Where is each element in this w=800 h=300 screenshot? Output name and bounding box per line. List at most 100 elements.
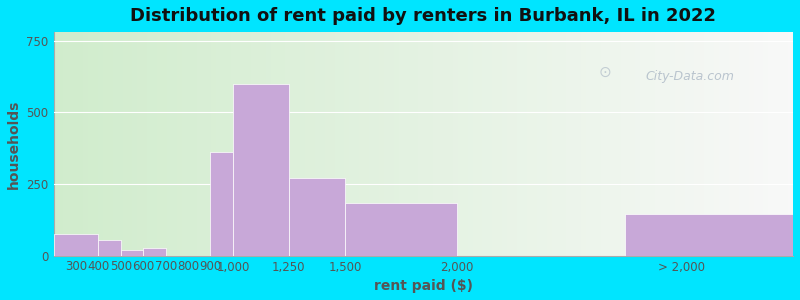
Bar bbox=[74, 32, 78, 256]
Bar bbox=[261, 32, 266, 256]
Bar bbox=[216, 32, 222, 256]
Bar bbox=[394, 32, 398, 256]
Bar bbox=[231, 32, 236, 256]
Bar bbox=[778, 32, 783, 256]
Bar bbox=[241, 32, 246, 256]
Bar bbox=[379, 32, 384, 256]
Bar bbox=[98, 240, 121, 256]
Bar bbox=[522, 32, 527, 256]
Bar bbox=[202, 32, 206, 256]
Title: Distribution of rent paid by renters in Burbank, IL in 2022: Distribution of rent paid by renters in … bbox=[130, 7, 716, 25]
Bar bbox=[537, 32, 542, 256]
Bar bbox=[694, 32, 699, 256]
Bar bbox=[586, 32, 591, 256]
Bar bbox=[147, 32, 152, 256]
Bar bbox=[233, 84, 289, 256]
Bar bbox=[754, 32, 758, 256]
Bar bbox=[167, 32, 172, 256]
Bar bbox=[625, 214, 793, 256]
Bar bbox=[758, 32, 763, 256]
Bar bbox=[54, 32, 58, 256]
Bar bbox=[315, 32, 320, 256]
Bar bbox=[783, 32, 788, 256]
Bar bbox=[557, 32, 562, 256]
Bar bbox=[98, 32, 103, 256]
Bar bbox=[186, 32, 192, 256]
Bar bbox=[438, 32, 443, 256]
Bar bbox=[236, 32, 241, 256]
Bar bbox=[68, 32, 74, 256]
Bar bbox=[295, 32, 300, 256]
Bar bbox=[749, 32, 754, 256]
Y-axis label: households: households bbox=[7, 99, 21, 188]
Bar bbox=[138, 32, 142, 256]
Bar bbox=[266, 32, 270, 256]
Bar bbox=[640, 32, 645, 256]
Bar bbox=[172, 32, 177, 256]
Bar bbox=[645, 32, 650, 256]
Bar bbox=[133, 32, 138, 256]
Bar bbox=[414, 32, 418, 256]
Bar bbox=[88, 32, 93, 256]
Bar bbox=[122, 32, 127, 256]
Bar bbox=[448, 32, 453, 256]
Bar bbox=[339, 32, 345, 256]
Bar bbox=[398, 32, 404, 256]
Bar bbox=[610, 32, 615, 256]
Bar bbox=[542, 32, 546, 256]
Bar bbox=[162, 32, 167, 256]
Bar bbox=[724, 32, 729, 256]
Bar bbox=[690, 32, 694, 256]
Bar bbox=[177, 32, 182, 256]
Bar bbox=[774, 32, 778, 256]
Bar bbox=[714, 32, 719, 256]
Bar bbox=[710, 32, 714, 256]
X-axis label: rent paid ($): rent paid ($) bbox=[374, 279, 473, 293]
Bar bbox=[418, 32, 423, 256]
Bar bbox=[650, 32, 655, 256]
Bar bbox=[121, 250, 143, 256]
Bar bbox=[246, 32, 250, 256]
Bar bbox=[54, 234, 98, 256]
Bar bbox=[635, 32, 640, 256]
Bar bbox=[286, 32, 290, 256]
Bar bbox=[478, 32, 482, 256]
Bar bbox=[300, 32, 305, 256]
Bar bbox=[517, 32, 522, 256]
Bar bbox=[468, 32, 473, 256]
Bar bbox=[103, 32, 108, 256]
Bar bbox=[685, 32, 690, 256]
Bar bbox=[601, 32, 606, 256]
Bar bbox=[626, 32, 630, 256]
Bar bbox=[665, 32, 670, 256]
Bar bbox=[630, 32, 635, 256]
Bar bbox=[152, 32, 157, 256]
Bar bbox=[354, 32, 359, 256]
Bar bbox=[270, 32, 275, 256]
Bar bbox=[591, 32, 596, 256]
Bar bbox=[744, 32, 749, 256]
Bar bbox=[473, 32, 478, 256]
Bar bbox=[512, 32, 517, 256]
Bar bbox=[211, 32, 216, 256]
Bar bbox=[433, 32, 438, 256]
Bar bbox=[482, 32, 487, 256]
Bar bbox=[345, 202, 457, 256]
Bar bbox=[289, 178, 345, 256]
Bar bbox=[428, 32, 433, 256]
Bar bbox=[487, 32, 492, 256]
Bar bbox=[143, 248, 166, 256]
Bar bbox=[58, 32, 63, 256]
Bar bbox=[704, 32, 710, 256]
Bar bbox=[350, 32, 354, 256]
Bar bbox=[670, 32, 674, 256]
Bar bbox=[310, 32, 315, 256]
Bar bbox=[127, 32, 133, 256]
Bar bbox=[527, 32, 532, 256]
Bar bbox=[680, 32, 685, 256]
Bar bbox=[222, 32, 226, 256]
Bar bbox=[192, 32, 197, 256]
Bar bbox=[655, 32, 660, 256]
Bar bbox=[734, 32, 739, 256]
Bar bbox=[498, 32, 502, 256]
